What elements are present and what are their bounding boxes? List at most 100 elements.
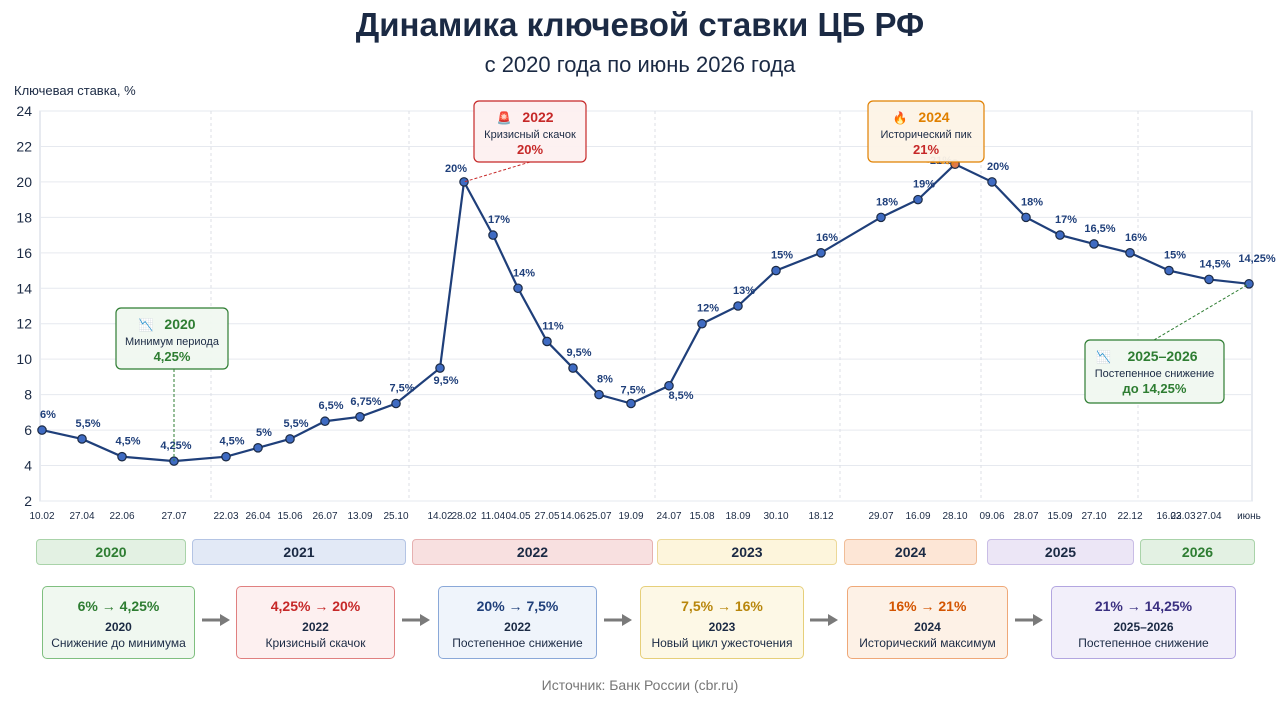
x-tick-label: 18.12 bbox=[808, 511, 833, 522]
x-tick-label: 27.10 bbox=[1081, 511, 1106, 522]
data-point bbox=[435, 363, 445, 373]
x-tick-label: 26.04 bbox=[245, 511, 270, 522]
data-point bbox=[626, 398, 636, 409]
summary-card: 16% → 21% 2024 Исторический максимум bbox=[847, 586, 1008, 659]
y-tick-label: 6 bbox=[24, 422, 32, 438]
x-tick-label: 19.09 bbox=[618, 511, 643, 522]
data-point bbox=[459, 177, 469, 187]
annotation-box bbox=[867, 100, 985, 163]
summary-year: 2023 bbox=[708, 620, 736, 634]
rate-line bbox=[41, 162, 1250, 463]
x-tick-label: 04.05 bbox=[505, 511, 530, 522]
data-label: 4,5% bbox=[115, 436, 140, 448]
data-point bbox=[594, 389, 604, 400]
x-tick-label: 11.04 bbox=[481, 511, 506, 522]
y-tick-label: 10 bbox=[16, 351, 32, 367]
y-tick-label: 12 bbox=[16, 316, 32, 332]
data-label: 7,5% bbox=[389, 383, 414, 395]
arrow-right-icon bbox=[1015, 614, 1043, 626]
summary-change: 20% → 7,5% bbox=[476, 598, 559, 614]
annotation-text: Кризисный скачок bbox=[484, 129, 576, 141]
summary-change: 21% → 14,25% bbox=[1094, 598, 1193, 614]
annotation-box bbox=[1084, 339, 1225, 404]
x-tick-label: 23.03 bbox=[1170, 511, 1195, 522]
data-point bbox=[876, 212, 886, 223]
data-label: 6,75% bbox=[350, 396, 381, 408]
y-tick-label: 18 bbox=[16, 209, 32, 225]
data-label: 5,5% bbox=[283, 418, 308, 430]
data-point bbox=[513, 283, 523, 294]
data-point bbox=[355, 411, 365, 422]
chart-down-icon: 📉 bbox=[1096, 350, 1111, 364]
x-tick-label: 27.04 bbox=[1196, 511, 1221, 522]
data-point bbox=[697, 318, 707, 329]
arrow-right-icon bbox=[202, 614, 230, 626]
data-label: 14,5% bbox=[1199, 258, 1230, 270]
x-tick-label: 14.06 bbox=[560, 511, 585, 522]
arrow-right-icon bbox=[810, 614, 838, 626]
data-point bbox=[320, 416, 330, 427]
x-tick-label: 30.10 bbox=[763, 511, 788, 522]
data-label: 17% bbox=[1055, 214, 1077, 226]
summary-year: 2022 bbox=[504, 620, 531, 634]
data-label: 16% bbox=[816, 232, 838, 244]
data-point bbox=[913, 194, 923, 205]
data-label: 13% bbox=[733, 285, 755, 297]
page-title: Динамика ключевой ставки ЦБ РФ bbox=[355, 6, 925, 43]
year-band-2020: 2020 bbox=[36, 539, 186, 565]
data-point bbox=[542, 336, 552, 347]
summary-change: 6% → 4,25% bbox=[77, 598, 160, 614]
annotation-text: Минимум периода bbox=[125, 336, 220, 348]
data-label: 6,5% bbox=[318, 400, 343, 412]
x-tick-label: 10.02 bbox=[29, 511, 54, 522]
data-point bbox=[285, 434, 295, 444]
summary-year: 2020 bbox=[105, 620, 132, 634]
x-tick-label: 27.05 bbox=[534, 511, 559, 522]
data-label: 20% bbox=[445, 163, 467, 175]
x-tick-label: 22.06 bbox=[109, 511, 134, 522]
siren-icon: 🚨 bbox=[497, 111, 512, 125]
annotation-year: 2024 bbox=[918, 109, 949, 125]
data-point bbox=[664, 380, 674, 391]
summary-card: 20% → 7,5% 2022 Постепенное снижение bbox=[438, 586, 597, 659]
x-tick-label: 18.09 bbox=[725, 511, 750, 522]
y-tick-label: 22 bbox=[16, 138, 32, 154]
data-label: 16,5% bbox=[1084, 223, 1115, 235]
x-tick-label: 14.02 bbox=[427, 511, 452, 522]
summary-desc: Кризисный скачок bbox=[265, 636, 366, 650]
x-tick-label: 22.12 bbox=[1117, 511, 1142, 522]
annotation-leader bbox=[1153, 283, 1250, 341]
x-tick-label: 15.06 bbox=[277, 511, 302, 522]
data-label: 14% bbox=[513, 267, 535, 279]
data-label: 17% bbox=[488, 214, 510, 226]
year-band-2024: 2024 bbox=[844, 539, 977, 565]
fire-icon: 🔥 bbox=[893, 111, 908, 125]
x-tick-label: 16.09 bbox=[905, 511, 930, 522]
x-tick-label: 27.04 bbox=[69, 511, 94, 522]
data-label: 18% bbox=[1021, 196, 1043, 208]
y-tick-label: 14 bbox=[16, 280, 32, 296]
x-tick-label: 25.07 bbox=[586, 511, 611, 522]
data-label: 4,25% bbox=[160, 440, 191, 452]
data-point bbox=[1164, 265, 1174, 276]
annotation-text: Исторический пик bbox=[880, 129, 971, 141]
data-point bbox=[488, 230, 498, 240]
data-point bbox=[816, 248, 826, 258]
annotation-value: 20% bbox=[517, 142, 543, 157]
summary-year: 2024 bbox=[914, 620, 941, 634]
x-tick-label: 26.07 bbox=[312, 511, 337, 522]
data-label: 9,5% bbox=[566, 347, 591, 359]
summary-year: 2022 bbox=[302, 620, 329, 634]
annotation-value: 4,25% bbox=[154, 349, 191, 364]
data-point bbox=[1125, 248, 1135, 258]
data-point bbox=[391, 398, 401, 409]
data-label: 20% bbox=[987, 161, 1009, 173]
data-point bbox=[771, 265, 781, 276]
x-tick-label: 22.03 bbox=[213, 511, 238, 522]
summary-change: 7,5% → 16% bbox=[681, 598, 763, 614]
data-label: 8,5% bbox=[668, 390, 693, 402]
annotation-value: 21% bbox=[913, 142, 939, 157]
data-point bbox=[568, 363, 578, 373]
summary-card: 21% → 14,25% 2025–2026 Постепенное снижени… bbox=[1051, 586, 1236, 659]
